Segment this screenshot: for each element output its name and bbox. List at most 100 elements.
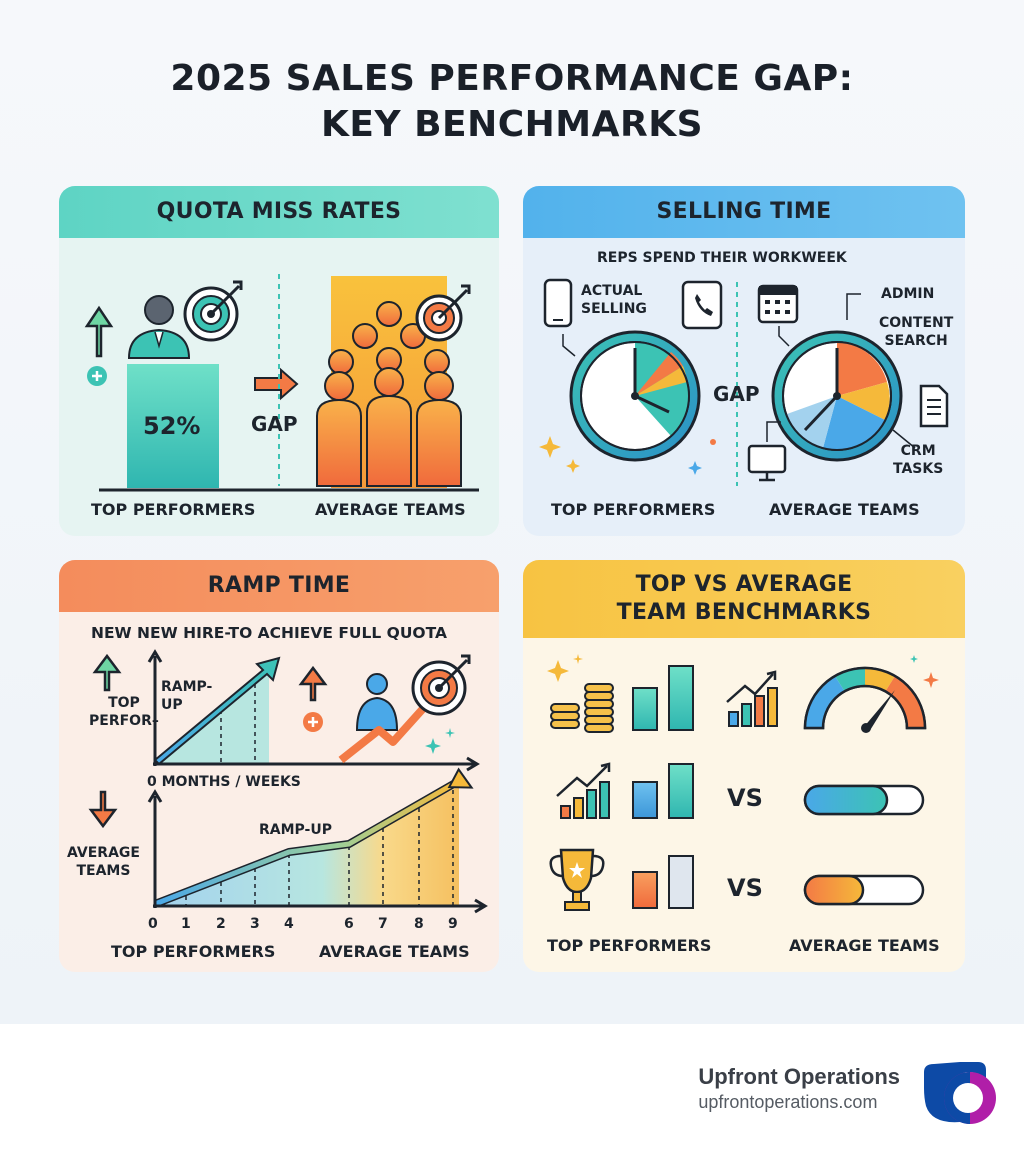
crm-tasks-label: CRM TASKS — [893, 442, 943, 478]
ramp-panel-heading: RAMP TIME — [59, 560, 499, 612]
tick-label: 1 — [181, 916, 191, 932]
top-performer-line1: TOP — [108, 695, 140, 711]
ramp-subtitle: NEW NEW HIRE-TO ACHIEVE FULL QUOTA — [91, 624, 447, 642]
crm-tasks-line2: TASKS — [893, 461, 944, 477]
gauge-icon — [803, 666, 927, 733]
sparkle-icon — [547, 654, 583, 682]
quota-miss-panel: QUOTA MISS RATES — [59, 186, 499, 536]
trophy-icon — [549, 848, 605, 911]
phone-call-icon — [681, 280, 723, 330]
tick-label: 4 — [284, 916, 294, 932]
page-title: 2025 SALES PERFORMANCE GAP: KEY BENCHMAR… — [0, 56, 1024, 148]
up-arrow-icon — [92, 653, 122, 692]
brand-url[interactable]: upfrontoperations.com — [698, 1092, 878, 1112]
top-performer-clock-icon — [569, 330, 701, 462]
progress-pill-icon — [803, 874, 925, 906]
average-teams-label: AVERAGE TEAMS — [319, 942, 470, 961]
ramp-up-line1: RAMP- — [161, 679, 213, 695]
progress-pill-icon — [803, 784, 925, 816]
benchmarks-heading-line1: TOP VS AVERAGE — [635, 572, 853, 597]
sparkle-icon — [910, 655, 939, 688]
computer-monitor-icon — [747, 444, 787, 482]
top-performers-label: TOP PERFORMERS — [547, 936, 712, 955]
gap-label: GAP — [251, 412, 298, 436]
vs-label: VS — [727, 784, 763, 812]
actual-selling-line2: SELLING — [581, 301, 647, 317]
average-teams-label: AVERAGE TEAMS — [789, 936, 940, 955]
top-performers-label: TOP PERFORMERS — [91, 500, 256, 519]
benchmarks-illustration — [547, 654, 939, 911]
tick-label: 9 — [448, 916, 458, 932]
team-crowd-icon — [316, 301, 462, 487]
gap-arrow-icon — [254, 367, 299, 401]
vs-label: VS — [727, 874, 763, 902]
quota-panel-heading: QUOTA MISS RATES — [59, 186, 499, 238]
tick-label: 3 — [250, 916, 260, 932]
ramp-up-line2: UP — [161, 697, 183, 713]
target-icon-average — [415, 284, 471, 342]
average-team-clock-icon — [771, 330, 903, 462]
selling-panel-heading: SELLING TIME — [523, 186, 965, 238]
average-teams-axis-label: AVERAGE TEAMS — [67, 844, 140, 880]
sparkle-icon — [425, 728, 455, 754]
actual-selling-label: ACTUAL SELLING — [581, 282, 647, 318]
bar-chart-icon — [632, 855, 694, 909]
brand-logo-icon — [924, 1062, 996, 1124]
bar-chart-icon — [632, 763, 694, 819]
coins-icon — [550, 683, 614, 733]
average-teams-line2: TEAMS — [76, 863, 131, 879]
top-performers-label: TOP PERFORMERS — [551, 500, 716, 519]
quota-illustration — [84, 274, 479, 492]
growth-chart-icon — [556, 762, 611, 819]
brand-block: Upfront Operations upfrontoperations.com — [698, 1064, 900, 1113]
tick-label: 7 — [378, 916, 388, 932]
ramp-time-panel: RAMP TIME — [59, 560, 499, 972]
plus-icon — [87, 366, 107, 386]
document-icon — [919, 384, 949, 428]
person-icon — [355, 673, 399, 731]
sparkle-icon — [539, 436, 702, 475]
crm-tasks-line1: CRM — [900, 443, 936, 459]
growth-chart-icon — [726, 670, 778, 727]
content-search-line1: CONTENT — [879, 315, 954, 331]
title-line-2: KEY BENCHMARKS — [320, 104, 704, 145]
average-teams-label: AVERAGE TEAMS — [769, 500, 920, 519]
tick-guides — [185, 790, 454, 906]
top-performer-value: 52% — [143, 412, 201, 440]
down-arrow-icon — [88, 790, 118, 829]
tick-label: 6 — [344, 916, 354, 932]
actual-selling-line1: ACTUAL — [581, 283, 643, 299]
person-icon — [127, 295, 191, 359]
content-search-line2: SEARCH — [884, 333, 948, 349]
plus-icon — [303, 712, 323, 732]
top-ramp-arrow — [153, 656, 281, 766]
footer — [0, 1024, 1024, 1154]
months-weeks-axis-label: 0 MONTHS / WEEKS — [147, 774, 301, 790]
tick-label: 8 — [414, 916, 424, 932]
admin-label: ADMIN — [881, 286, 935, 302]
top-performer-bar — [127, 364, 219, 488]
tick-label: 0 — [148, 916, 158, 932]
benchmarks-panel-heading: TOP VS AVERAGE TEAM BENCHMARKS — [523, 560, 965, 638]
brand-name: Upfront Operations — [698, 1064, 900, 1089]
bar-chart-icon — [632, 665, 694, 731]
benchmarks-panel: TOP VS AVERAGE TEAM BENCHMARKS — [523, 560, 965, 972]
average-teams-line1: AVERAGE — [67, 845, 140, 861]
progress-line — [338, 699, 432, 764]
up-arrow-orange-icon — [298, 665, 328, 702]
top-performer-line2: PERFOR– — [89, 713, 159, 729]
title-line-1: 2025 SALES PERFORMANCE GAP: — [170, 58, 854, 99]
content-search-label: CONTENT SEARCH — [879, 314, 953, 350]
selling-illustration — [539, 278, 949, 486]
benchmarks-heading-line2: TEAM BENCHMARKS — [616, 600, 872, 625]
selling-time-panel: SELLING TIME — [523, 186, 965, 536]
smartphone-icon — [543, 278, 573, 328]
gap-label: GAP — [713, 382, 760, 406]
ramp-up-label-average: RAMP-UP — [259, 822, 333, 838]
up-arrow-icon — [84, 305, 114, 358]
selling-subtitle: REPS SPEND THEIR WORKWEEK — [597, 250, 847, 266]
ramp-up-label: RAMP- UP — [161, 678, 212, 714]
average-teams-label: AVERAGE TEAMS — [315, 500, 466, 519]
target-icon — [411, 654, 471, 716]
